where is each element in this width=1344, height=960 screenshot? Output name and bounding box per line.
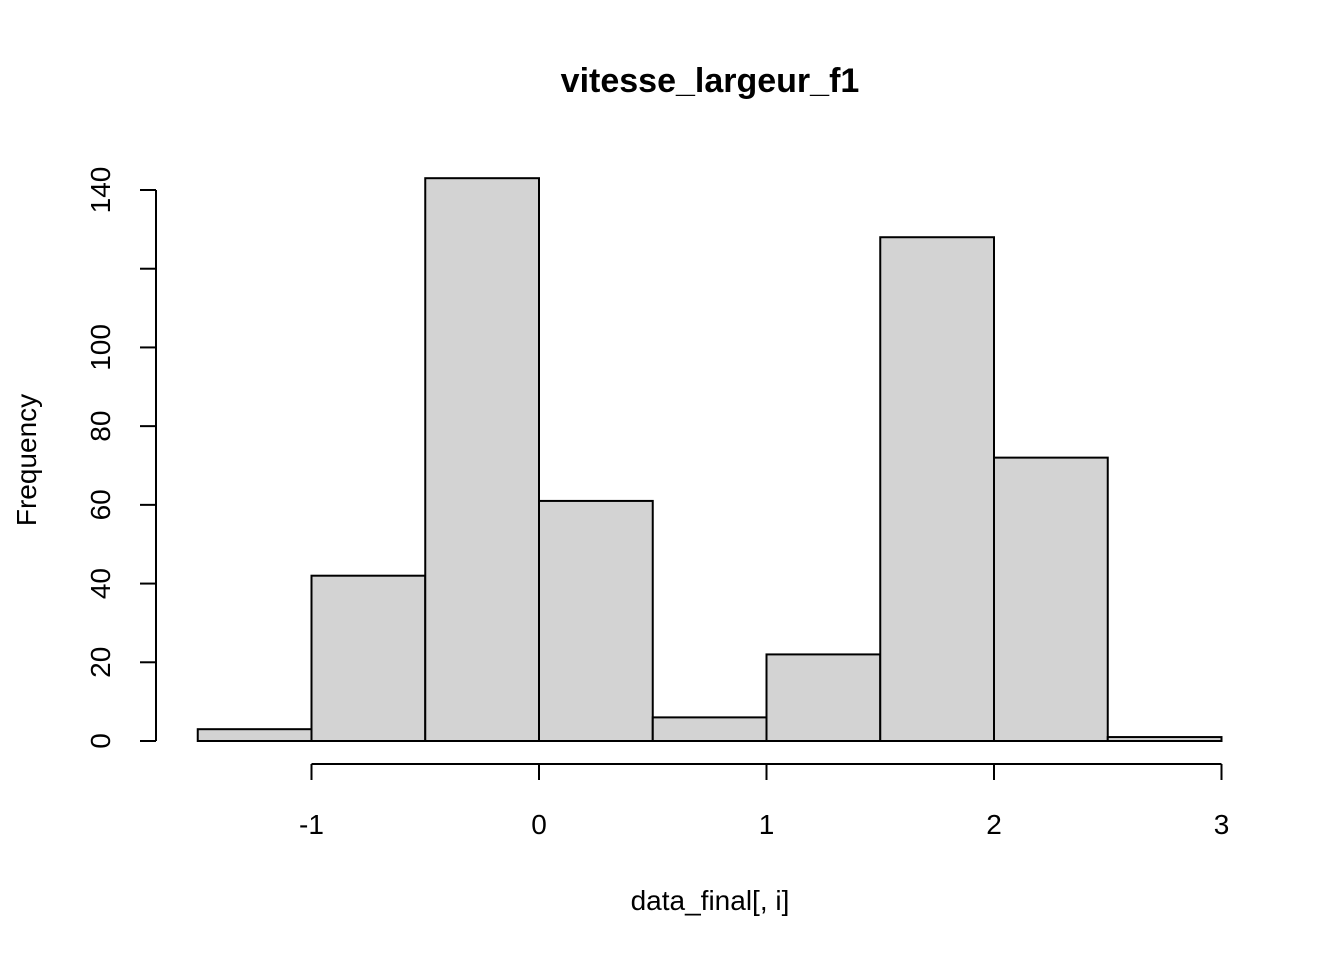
x-tick-label-0: 0 [531,809,547,840]
histogram-bar-3 [538,499,654,742]
histogram-bar-7 [993,456,1109,742]
x-tick-label-3: 3 [1214,809,1230,840]
histogram-bar-5 [765,653,882,743]
x-tick-label-2: 2 [986,809,1002,840]
y-tick-label-0: 0 [85,733,116,749]
x-axis: -1 0 1 2 3 [299,763,1230,840]
y-axis-label: Frequency [11,394,42,526]
y-axis: 0 20 40 60 80 100 140 [85,167,157,749]
histogram-bar-8 [1106,736,1223,742]
histogram-bar-6 [879,236,995,742]
y-tick-label-60: 60 [85,489,116,520]
bars-group [196,177,1223,743]
x-tick-label--1: -1 [299,809,324,840]
y-tick-label-100: 100 [85,324,116,371]
x-tick-label-1: 1 [759,809,775,840]
y-tick-label-140: 140 [85,167,116,214]
y-tick-label-20: 20 [85,647,116,678]
histogram-bar-0 [196,728,313,743]
histogram-bar-1 [310,574,427,743]
y-tick-label-80: 80 [85,411,116,442]
histogram-bar-2 [424,177,540,742]
x-axis-label: data_final[, i] [631,885,790,916]
y-tick-label-40: 40 [85,568,116,599]
histogram-bar-4 [651,716,768,743]
chart-title: vitesse_largeur_f1 [561,62,860,100]
